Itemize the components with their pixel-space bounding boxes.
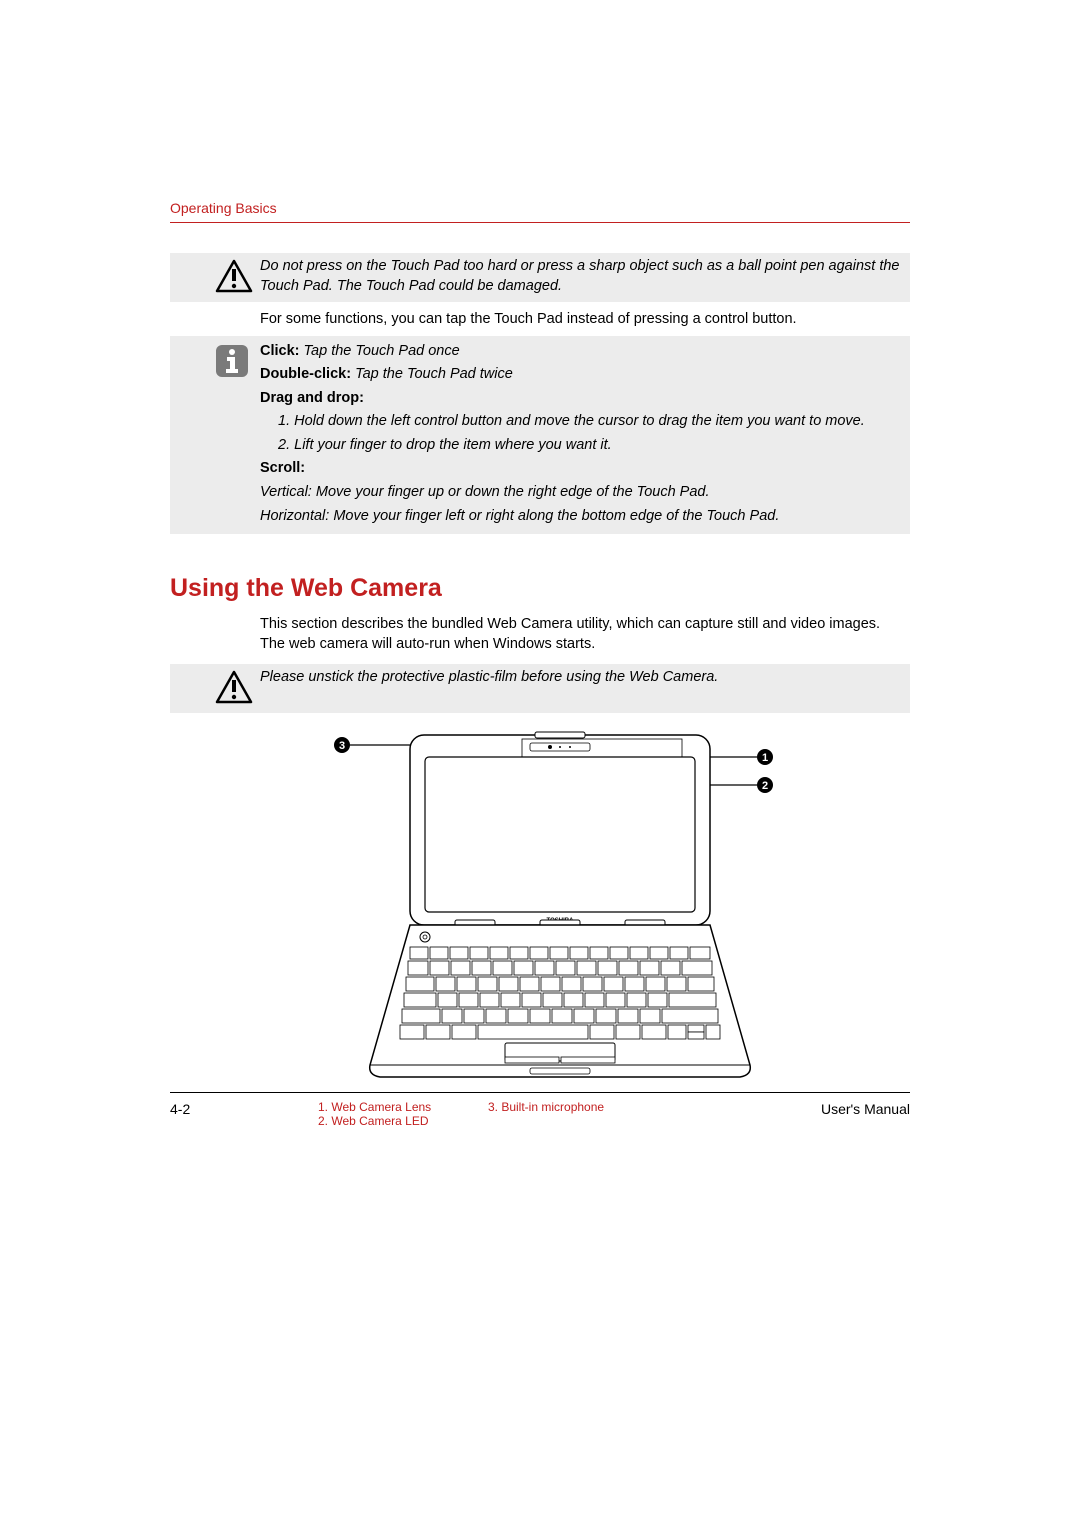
caution-block-1: Do not press on the Touch Pad too hard o… (170, 253, 910, 302)
callout-1: 1 (762, 752, 768, 764)
webcam-intro: This section describes the bundled Web C… (260, 615, 910, 654)
caution-icon (215, 259, 253, 293)
step1-num: 1. (278, 413, 294, 429)
manual-label: User's Manual (821, 1101, 910, 1117)
step2-text: Lift your finger to drop the item where … (294, 437, 612, 453)
step1-text: Hold down the left control button and mo… (294, 413, 865, 429)
section-heading: Using the Web Camera (170, 574, 910, 603)
callout-3: 3 (339, 740, 345, 752)
keyboard (400, 947, 720, 1039)
caution-text-2: Please unstick the protective plastic-fi… (260, 668, 910, 709)
scroll-horizontal: Horizontal: Move your finger left or rig… (260, 507, 900, 527)
page-number: 4-2 (170, 1101, 190, 1117)
dragdrop-label: Drag and drop: (260, 389, 900, 409)
scroll-vertical: Vertical: Move your finger up or down th… (260, 483, 900, 503)
click-text: Tap the Touch Pad once (300, 343, 460, 359)
caution-text-1: Do not press on the Touch Pad too hard o… (260, 257, 910, 298)
info-icon (215, 344, 249, 378)
step2-num: 2. (278, 437, 294, 453)
intro-text: For some functions, you can tap the Touc… (260, 310, 807, 330)
info-block: Click: Tap the Touch Pad once Double-cli… (170, 336, 910, 535)
caution-icon (215, 670, 253, 704)
page-header: Operating Basics (170, 200, 910, 223)
callout-2: 2 (762, 780, 768, 792)
scroll-label: Scroll: (260, 459, 900, 479)
touchpad-instructions: Click: Tap the Touch Pad once Double-cli… (260, 342, 910, 531)
click-label: Click: (260, 343, 300, 359)
caution-block-2: Please unstick the protective plastic-fi… (170, 664, 910, 713)
dblclick-label: Double-click: (260, 366, 351, 382)
dblclick-text: Tap the Touch Pad twice (351, 366, 513, 382)
laptop-diagram: 3 1 2 TOSHIBA (260, 725, 910, 1090)
page-footer: 4-2 User's Manual (170, 1092, 910, 1117)
